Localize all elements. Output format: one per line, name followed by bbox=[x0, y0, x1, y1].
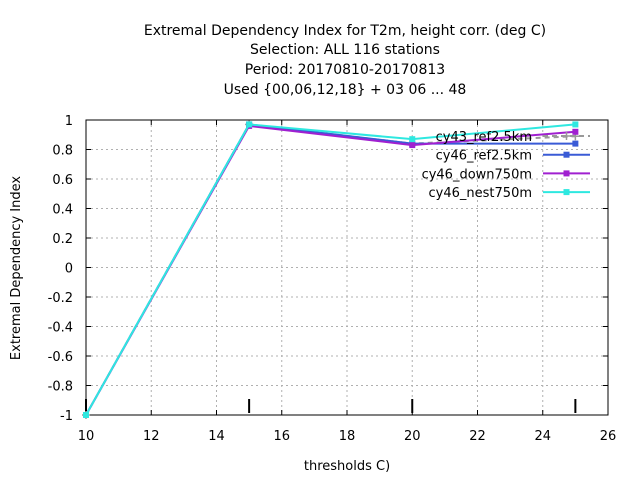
axis-ticks: 10 12 14 16 18 20 22 24 26 -1 -0.8 -0.6 -0.4 -0.2 0 0.2… bbox=[48, 114, 617, 444]
legend-label: cy43_ref2.5km bbox=[436, 130, 532, 145]
grid bbox=[86, 120, 608, 415]
legend-label: cy46_nest750m bbox=[429, 186, 532, 201]
legend-label: cy46_down750m bbox=[422, 167, 532, 182]
y-tick-label: 0.4 bbox=[52, 203, 73, 218]
chart-title-line-2: Selection: ALL 116 stations bbox=[250, 42, 440, 58]
x-tick-label: 10 bbox=[78, 429, 95, 444]
chart-title-line-4: Used {00,06,12,18} + 03 06 ... 48 bbox=[224, 82, 467, 98]
y-tick-label: -0.8 bbox=[48, 380, 73, 395]
legend-label: cy46_ref2.5km bbox=[436, 149, 532, 164]
y-tick-label: -1 bbox=[60, 409, 73, 424]
data-point-cy46_ref2.5km bbox=[572, 140, 579, 147]
x-tick-label: 12 bbox=[143, 429, 160, 444]
legend: cy43_ref2.5km cy46_ref2.5km cy46_down750mc… bbox=[422, 130, 590, 201]
x-axis-label: thresholds C) bbox=[304, 459, 390, 474]
y-axis-label: Extremal Dependency Index bbox=[9, 176, 24, 360]
x-tick-label: 14 bbox=[208, 429, 225, 444]
x-tick-label: 24 bbox=[534, 429, 551, 444]
data-point-cy46_nest750m bbox=[572, 121, 579, 128]
data-point-cy46_nest750m bbox=[83, 412, 89, 418]
legend-item-cy43_ref2.5km: cy43_ref2.5km bbox=[436, 130, 590, 145]
x-tick-label: 18 bbox=[339, 429, 356, 444]
y-tick-label: 0.6 bbox=[52, 173, 73, 188]
y-tick-label: 0 bbox=[65, 262, 73, 277]
data-point-cy46_nest750m bbox=[409, 136, 416, 143]
y-tick-label: 0.8 bbox=[52, 144, 73, 159]
data-point-cy46_down750m bbox=[572, 128, 579, 135]
y-tick-label: -0.4 bbox=[48, 321, 73, 336]
legend-item-cy46_nest750m: cy46_nest750m bbox=[429, 186, 590, 201]
data-point-cy46_down750m bbox=[409, 142, 416, 149]
threshold-markers bbox=[85, 399, 577, 413]
chart-title-line-3: Period: 20170810-20170813 bbox=[245, 62, 445, 78]
x-tick-label: 16 bbox=[273, 429, 290, 444]
legend-marker bbox=[563, 189, 570, 196]
series-layer bbox=[82, 120, 580, 419]
legend-marker bbox=[563, 170, 570, 177]
chart-title-line-1: Extremal Dependency Index for T2m, heigh… bbox=[144, 23, 546, 39]
x-tick-label: 20 bbox=[404, 429, 421, 444]
chart-title: Extremal Dependency Index for T2m, heigh… bbox=[144, 23, 546, 98]
x-tick-label: 26 bbox=[600, 429, 617, 444]
y-tick-label: -0.2 bbox=[48, 291, 73, 306]
x-tick-label: 22 bbox=[469, 429, 486, 444]
legend-item-cy46_down750m: cy46_down750m bbox=[422, 167, 590, 182]
legend-item-cy46_ref2.5km: cy46_ref2.5km bbox=[436, 149, 590, 164]
y-tick-label: 0.2 bbox=[52, 232, 73, 247]
series-line-cy46_nest750m bbox=[85, 123, 576, 416]
legend-marker bbox=[563, 151, 570, 158]
y-tick-label: 1 bbox=[65, 114, 73, 129]
y-tick-label: -0.6 bbox=[48, 350, 73, 365]
data-point-cy46_nest750m bbox=[246, 121, 253, 128]
